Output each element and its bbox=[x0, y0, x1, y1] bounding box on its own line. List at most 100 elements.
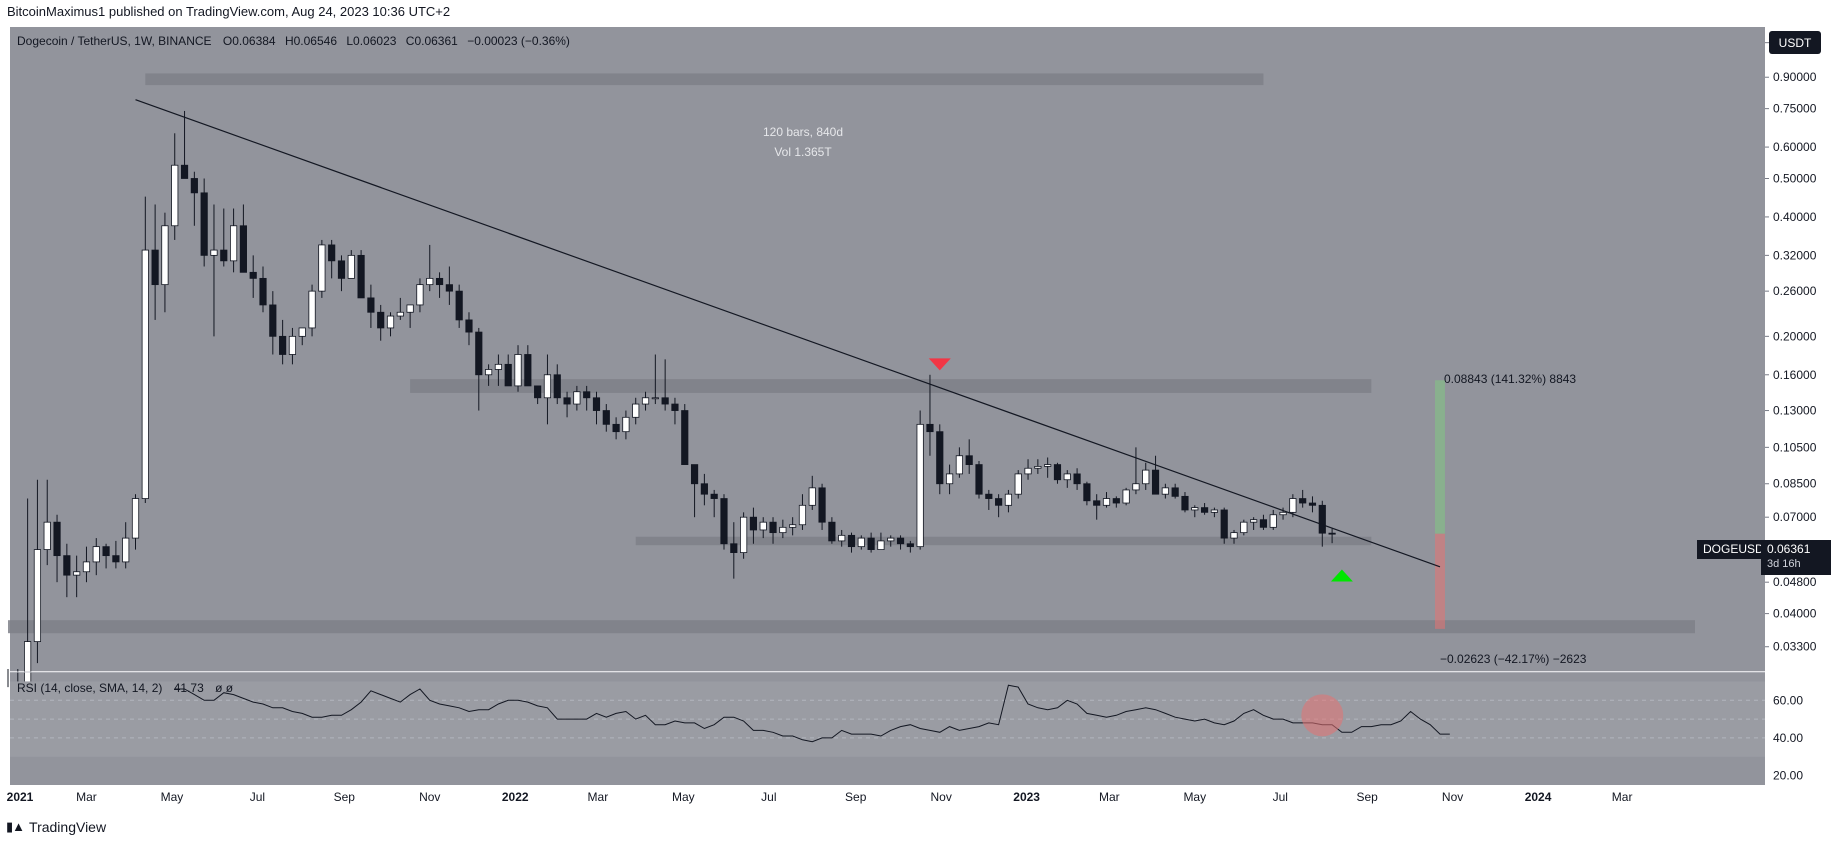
candle bbox=[1230, 529, 1238, 544]
candle-body-bull bbox=[318, 244, 326, 292]
candle-body-bull bbox=[161, 225, 169, 286]
zone-1 bbox=[410, 379, 1372, 393]
candle-body-bear bbox=[200, 192, 208, 256]
candle bbox=[1034, 459, 1042, 474]
candle bbox=[632, 397, 640, 425]
candle bbox=[730, 522, 738, 579]
rsi-extra: ø ø bbox=[215, 681, 234, 695]
price-axis-background[interactable] bbox=[1765, 27, 1835, 785]
price-tick-label: 0.50000 bbox=[1773, 171, 1817, 185]
candle bbox=[180, 110, 189, 179]
candle bbox=[1171, 483, 1179, 499]
candle-body-bear bbox=[239, 225, 247, 273]
candle bbox=[475, 327, 483, 411]
price-tick-label: 0.10500 bbox=[1773, 440, 1817, 454]
candle bbox=[229, 208, 238, 273]
candle bbox=[455, 284, 463, 328]
candle-body-bull bbox=[416, 284, 424, 306]
candle-body-bear bbox=[690, 464, 699, 485]
candle-body-bear bbox=[504, 363, 512, 387]
candle bbox=[955, 447, 963, 478]
candle bbox=[1102, 492, 1111, 508]
candle-body-bear bbox=[553, 374, 561, 399]
candle-body-bull bbox=[1191, 507, 1199, 511]
candle bbox=[887, 535, 895, 547]
candle-body-bear bbox=[995, 498, 1003, 506]
candle-body-bull bbox=[308, 290, 316, 329]
rsi-tick-label: 40.00 bbox=[1773, 731, 1803, 745]
time-tick-label: May bbox=[1183, 790, 1206, 804]
candle bbox=[1093, 494, 1101, 520]
candle-body-bull bbox=[396, 311, 404, 317]
support-resistance-zones bbox=[8, 73, 1695, 634]
candle bbox=[141, 196, 149, 504]
candle bbox=[504, 354, 512, 387]
candle-body-bear bbox=[1308, 502, 1317, 506]
candle-body-bear bbox=[1201, 507, 1209, 513]
time-tick-label: 2024 bbox=[1525, 790, 1552, 804]
candle bbox=[386, 312, 395, 337]
main-pane-background bbox=[10, 27, 1765, 671]
candle bbox=[445, 266, 453, 305]
candle bbox=[1210, 507, 1218, 518]
candle-body-bull bbox=[543, 374, 552, 399]
candle bbox=[220, 208, 228, 267]
candle-body-bull bbox=[131, 498, 140, 539]
time-tick-label: Sep bbox=[334, 790, 356, 804]
candle bbox=[524, 345, 532, 387]
publisher-line: BitcoinMaximus1 published on TradingView… bbox=[7, 4, 451, 19]
price-tick-label: 0.40000 bbox=[1773, 210, 1817, 224]
candle-body-bull bbox=[789, 524, 797, 528]
candle bbox=[367, 284, 375, 328]
measure-boxes bbox=[1434, 380, 1445, 629]
candle-body-bear bbox=[53, 521, 61, 557]
candle bbox=[779, 519, 787, 539]
candle-body-bull bbox=[1044, 464, 1052, 467]
candle bbox=[1151, 455, 1160, 495]
tradingview-logo[interactable]: ▮▲ TradingView bbox=[6, 819, 106, 835]
candle bbox=[867, 532, 875, 553]
price-tick-label: 0.26000 bbox=[1773, 284, 1817, 298]
trendline-layer bbox=[135, 99, 1441, 568]
candle bbox=[543, 354, 552, 425]
candle-body-bull bbox=[171, 164, 179, 227]
candle bbox=[916, 410, 924, 550]
candle bbox=[1269, 509, 1277, 530]
time-tick-label: Jul bbox=[761, 790, 776, 804]
candle bbox=[298, 327, 306, 346]
candle bbox=[710, 489, 718, 518]
candle-body-bear bbox=[1328, 532, 1336, 535]
candle-body-bull bbox=[808, 487, 816, 506]
candle bbox=[740, 512, 748, 559]
candle bbox=[690, 464, 699, 518]
candle bbox=[592, 391, 601, 425]
candle-body-bull bbox=[1024, 467, 1032, 475]
candle bbox=[789, 517, 797, 536]
candle-body-bull bbox=[386, 315, 395, 329]
candle bbox=[190, 171, 198, 226]
candle bbox=[1299, 489, 1307, 508]
price-tick-label: 0.13000 bbox=[1773, 404, 1817, 418]
rsi-highlight-circle bbox=[1301, 694, 1344, 737]
candle-body-bull bbox=[1034, 466, 1042, 469]
change-value: −0.00023 (−0.36%) bbox=[467, 34, 570, 48]
candle-body-bear bbox=[1299, 498, 1307, 504]
candle-body-bull bbox=[622, 416, 630, 433]
time-tick-label: 2022 bbox=[502, 790, 529, 804]
candle-body-bear bbox=[985, 493, 993, 499]
currency-button[interactable]: USDT bbox=[1769, 31, 1821, 54]
measure-down-box bbox=[1434, 533, 1445, 629]
candle bbox=[1201, 503, 1209, 515]
rsi-tick-label: 60.00 bbox=[1773, 693, 1803, 707]
candle-body-bull bbox=[916, 423, 924, 548]
candle bbox=[700, 473, 708, 506]
candle-body-bear bbox=[112, 555, 120, 563]
bullish-arrow-icon bbox=[1330, 569, 1353, 582]
candle-body-bull bbox=[426, 277, 434, 286]
candle bbox=[1308, 496, 1317, 513]
tradingview-logo-icon: ▮▲ bbox=[6, 819, 25, 834]
price-tick-label: 0.75000 bbox=[1773, 102, 1817, 116]
candle-body-bear bbox=[190, 178, 198, 194]
candle-body-bear bbox=[926, 423, 934, 433]
